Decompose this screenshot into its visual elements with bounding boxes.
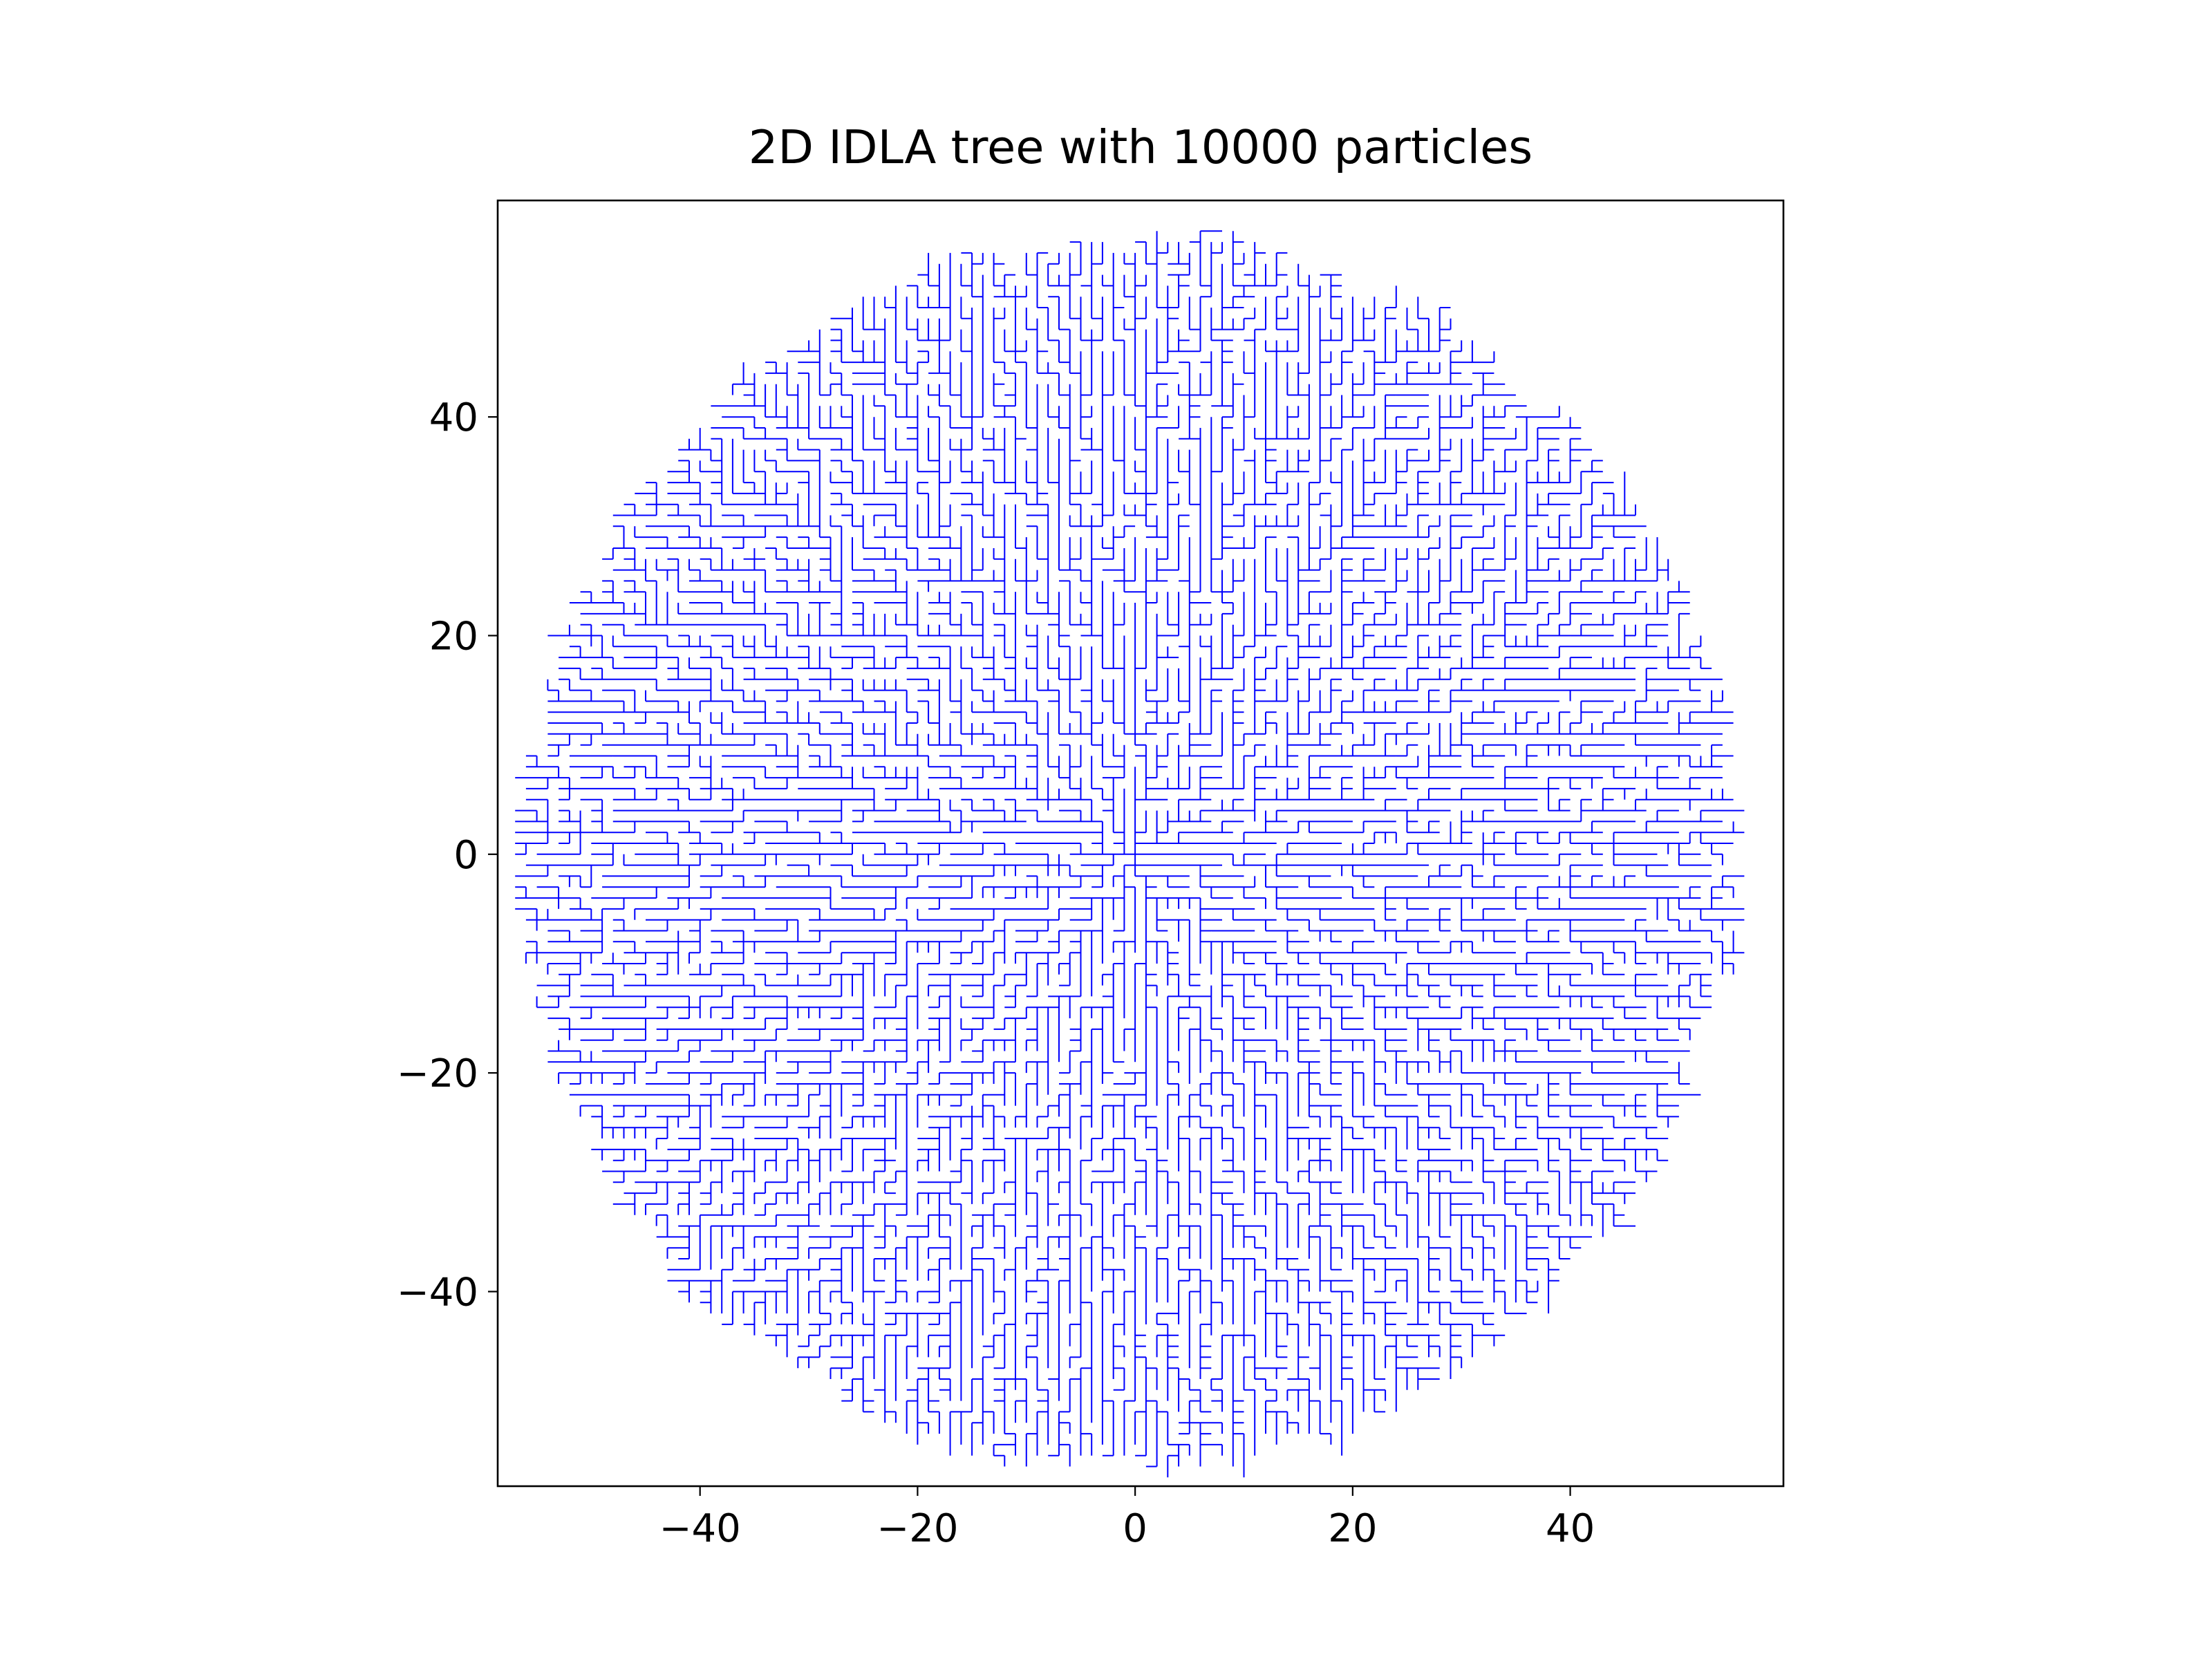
- plot-frame: [496, 199, 1785, 1488]
- x-tick-label: −40: [659, 1506, 741, 1551]
- tree-edge-path: [515, 230, 1745, 1478]
- y-tick-label: 40: [429, 395, 478, 440]
- x-tick-label: 0: [1123, 1506, 1147, 1551]
- y-tick-label: 20: [429, 614, 478, 659]
- y-axis: −40 −20 0 20 40: [397, 395, 498, 1315]
- x-axis: −40 −20 0 20 40: [659, 1486, 1595, 1551]
- y-tick-label: 0: [453, 833, 478, 878]
- tree-edges: [515, 230, 1745, 1478]
- chart-title: 2D IDLA tree with 10000 particles: [749, 120, 1533, 174]
- y-tick-label: −20: [397, 1051, 478, 1096]
- x-tick-label: 20: [1328, 1506, 1377, 1551]
- x-tick-label: 40: [1546, 1506, 1595, 1551]
- x-tick-label: −20: [877, 1506, 958, 1551]
- y-tick-label: −40: [397, 1270, 478, 1315]
